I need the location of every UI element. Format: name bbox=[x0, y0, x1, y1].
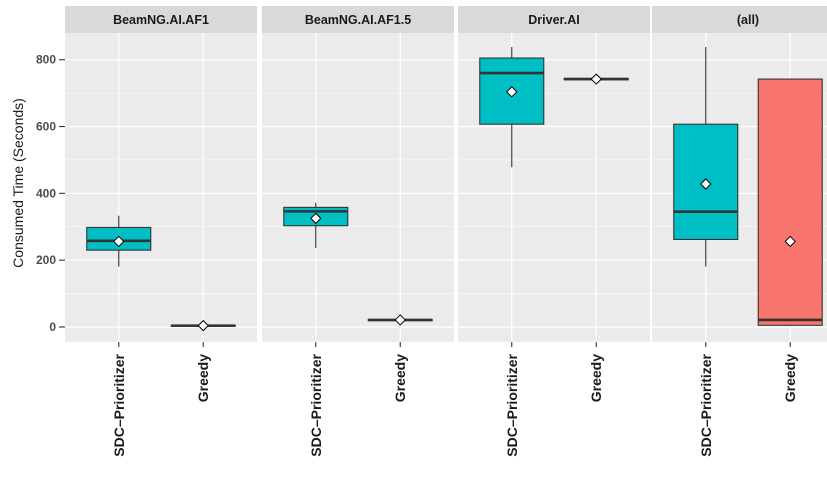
box-greedy bbox=[563, 73, 629, 85]
panel-background bbox=[262, 33, 454, 342]
panel-title: (all) bbox=[737, 13, 759, 27]
x-tick-label: SDC–Prioritizer bbox=[308, 353, 324, 456]
y-tick-label: 600 bbox=[36, 120, 56, 134]
panel: BeamNG.AI.AF1.5 SDC–Prioritizer Greedy bbox=[262, 6, 454, 457]
panel-title: BeamNG.AI.AF1.5 bbox=[305, 13, 411, 27]
mean-marker bbox=[506, 86, 518, 98]
panel-strip bbox=[262, 6, 454, 33]
mean-marker bbox=[197, 319, 209, 332]
y-tick-label: 800 bbox=[36, 53, 56, 67]
mean-marker bbox=[394, 314, 406, 326]
x-tick-label: SDC–Prioritizer bbox=[698, 353, 714, 456]
box-sdc-prioritizer bbox=[673, 47, 739, 267]
x-tick-label: Greedy bbox=[588, 354, 604, 402]
x-tick-label: SDC–Prioritizer bbox=[111, 353, 127, 456]
y-tick-label: 0 bbox=[49, 320, 56, 334]
box-iqr bbox=[479, 57, 545, 125]
panel-title: Driver.AI bbox=[528, 13, 579, 27]
box-greedy bbox=[170, 319, 236, 332]
box-sdc-prioritizer bbox=[283, 202, 349, 249]
box-iqr bbox=[757, 78, 823, 326]
panel-strip bbox=[65, 6, 257, 33]
x-tick-label: SDC–Prioritizer bbox=[504, 353, 520, 456]
panel-strip bbox=[458, 6, 650, 33]
box-sdc-prioritizer bbox=[479, 47, 545, 168]
panel: Driver.AI SDC–Prioritizer Greedy bbox=[458, 6, 650, 457]
panel: (all) SDC–Prioritizer Greedy bbox=[652, 6, 827, 457]
panel-strip bbox=[652, 6, 827, 33]
y-axis-title: Consumed Time (Seconds) bbox=[10, 98, 26, 268]
box-greedy bbox=[757, 78, 823, 326]
panels: 0 200 400 600 800 BeamNG.AI.AF1 SDC–Prioritize… bbox=[36, 6, 827, 457]
mean-marker bbox=[784, 235, 796, 248]
box-greedy bbox=[367, 314, 433, 326]
panel: BeamNG.AI.AF1 SDC–Prioritizer Greedy bbox=[65, 6, 257, 457]
panel-background bbox=[65, 33, 257, 342]
x-tick-label: Greedy bbox=[392, 354, 408, 402]
mean-marker bbox=[590, 73, 602, 85]
box-sdc-prioritizer bbox=[86, 215, 152, 267]
x-tick-label: Greedy bbox=[782, 354, 798, 402]
panel-title: BeamNG.AI.AF1 bbox=[113, 13, 209, 27]
mean-marker bbox=[700, 178, 712, 190]
mean-marker bbox=[310, 212, 322, 225]
mean-marker bbox=[113, 235, 125, 248]
x-tick-label: Greedy bbox=[195, 354, 211, 402]
y-tick-label: 400 bbox=[36, 186, 56, 200]
y-tick-label: 200 bbox=[36, 253, 56, 267]
